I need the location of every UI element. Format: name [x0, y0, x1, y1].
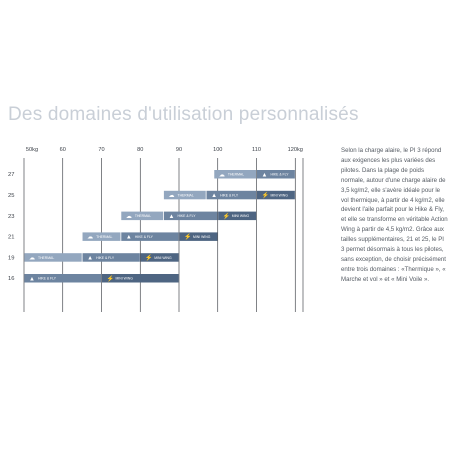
- range-bar-hike-fly: [163, 211, 218, 221]
- range-bar-hike-fly: [121, 232, 179, 241]
- range-bar-label: HIKE & FLY: [135, 235, 154, 239]
- range-bar-label: THERMAL: [96, 235, 112, 239]
- range-bar-label: HIKE & FLY: [271, 173, 290, 177]
- page-title: Des domaines d'utilisation personnalisés: [8, 104, 359, 125]
- x-tick-label: 70: [98, 147, 104, 153]
- mountain-icon: ▲: [126, 235, 132, 241]
- range-bar-label: MINI WING: [193, 235, 211, 239]
- range-bar-label: THERMAL: [228, 173, 244, 177]
- x-axis-ticks: 50kg 60 70 80 90 100 110 120kg: [26, 147, 303, 153]
- range-bar-mini-wing: [101, 274, 179, 283]
- range-bar-label: THERMAL: [178, 193, 194, 197]
- range-bar-label: THERMAL: [38, 256, 54, 260]
- cloud-icon: ☁: [126, 214, 132, 220]
- x-tick-label: 50kg: [26, 147, 38, 153]
- range-bar-mini-wing: [140, 253, 179, 262]
- lightning-icon: ⚡: [107, 274, 114, 282]
- size-label: 19: [8, 255, 14, 261]
- mountain-icon: ▲: [87, 256, 93, 262]
- description-text: Selon la charge alaire, le PI 3 répond a…: [341, 147, 448, 283]
- size-label: 16: [8, 276, 14, 282]
- range-bar-label: MINI WING: [116, 277, 134, 281]
- x-tick-label: 110: [252, 147, 261, 153]
- size-label: 21: [8, 235, 14, 241]
- range-bar-hike-fly: [24, 274, 102, 283]
- size-labels: 27 25 23 21 19 16: [8, 172, 14, 282]
- range-bar-label: HIKE & FLY: [220, 193, 239, 197]
- range-bar-hike-fly: [256, 170, 295, 179]
- x-tick-label: 90: [176, 147, 182, 153]
- range-bar-hike-fly: [206, 190, 257, 200]
- range-bar-thermal: [163, 190, 206, 200]
- range-bar-hike-fly: [82, 253, 140, 262]
- range-bar-label: HIKE & FLY: [38, 277, 57, 281]
- size-label: 27: [8, 172, 14, 178]
- lightning-icon: ⚡: [262, 191, 269, 199]
- range-bar-label: MINI WING: [271, 193, 289, 197]
- range-bar-mini-wing: [256, 190, 295, 200]
- range-bar-thermal: [214, 170, 257, 179]
- cloud-icon: ☁: [87, 235, 93, 241]
- range-bar-thermal: [24, 253, 82, 262]
- lightning-icon: ⚡: [223, 212, 230, 220]
- mountain-icon: ▲: [29, 276, 35, 282]
- range-bar-label: HIKE & FLY: [96, 256, 115, 260]
- range-bar-label: THERMAL: [135, 214, 151, 218]
- mountain-icon: ▲: [169, 214, 175, 220]
- range-bar-thermal: [82, 232, 121, 241]
- cloud-icon: ☁: [219, 172, 225, 178]
- x-tick-label: 60: [60, 147, 66, 153]
- lightning-icon: ⚡: [145, 254, 152, 262]
- range-bar-mini-wing: [179, 232, 218, 241]
- range-bars: ☁ THERMAL ▲ HIKE & FLY☁ THERMAL ▲ HIKE & FLY ⚡ M…: [24, 170, 295, 283]
- cloud-icon: ☁: [29, 256, 35, 262]
- lightning-icon: ⚡: [184, 233, 191, 241]
- mountain-icon: ▲: [262, 172, 268, 178]
- range-bar-mini-wing: [218, 211, 257, 221]
- x-tick-label: 100: [213, 147, 222, 153]
- range-bar-thermal: [121, 211, 164, 221]
- range-bar-label: HIKE & FLY: [178, 214, 197, 218]
- size-label: 23: [8, 214, 14, 220]
- mountain-icon: ▲: [211, 193, 217, 199]
- range-bar-label: MINI WING: [154, 256, 172, 260]
- size-label: 25: [8, 193, 14, 199]
- range-bar-label: MINI WING: [232, 214, 250, 218]
- cloud-icon: ☁: [169, 193, 175, 199]
- x-tick-label: 120kg: [288, 147, 303, 153]
- x-tick-label: 80: [137, 147, 143, 153]
